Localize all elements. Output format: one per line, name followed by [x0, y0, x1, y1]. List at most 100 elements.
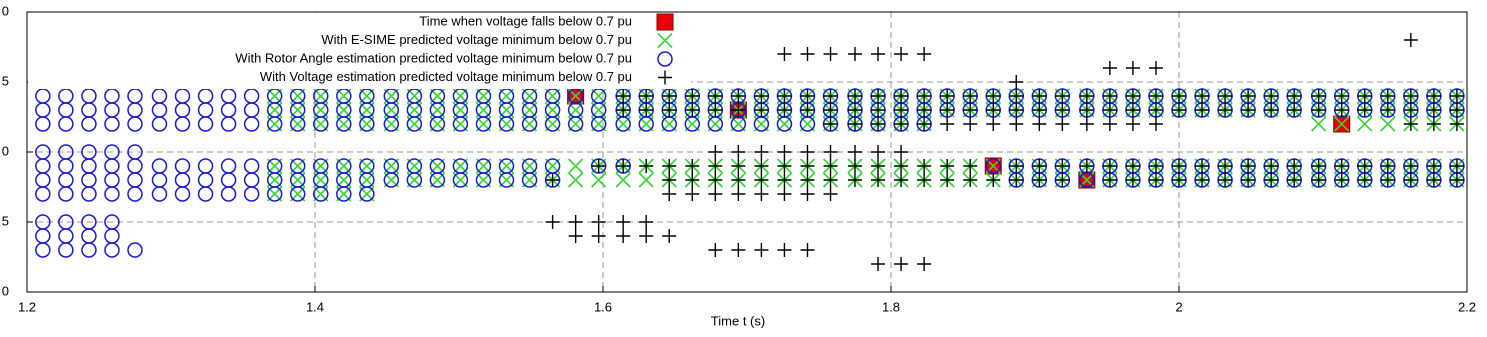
plus-marker — [1032, 117, 1047, 131]
plus-marker — [754, 103, 769, 117]
plus-marker — [1055, 89, 1070, 103]
plus-marker — [894, 89, 909, 103]
plus-marker — [823, 173, 838, 187]
plus-marker — [823, 159, 838, 173]
plus-marker — [731, 89, 746, 103]
circle-marker — [359, 116, 375, 132]
plus-marker — [1334, 159, 1349, 173]
plus-marker — [894, 173, 909, 187]
circle-marker — [174, 116, 191, 132]
plus-marker — [1148, 117, 1163, 131]
plus-marker — [1125, 89, 1140, 103]
plus-marker — [917, 117, 932, 131]
plus-marker — [963, 117, 978, 131]
cross-marker — [657, 32, 673, 49]
plus-marker — [1055, 117, 1070, 131]
plus-marker — [1311, 159, 1326, 173]
plus-marker — [1148, 61, 1163, 75]
plus-marker — [662, 89, 677, 103]
y-tick-label: 5 — [2, 73, 9, 88]
circle-marker — [104, 116, 120, 132]
plus-marker — [685, 89, 700, 103]
circle-marker — [197, 116, 214, 132]
cross-marker — [568, 172, 584, 188]
plus-marker — [1055, 173, 1070, 187]
plus-marker — [1079, 103, 1094, 117]
plus-marker — [1426, 173, 1441, 187]
plus-marker — [800, 145, 815, 159]
plus-marker — [1311, 103, 1326, 117]
plus-marker — [754, 173, 769, 187]
plus-marker — [1380, 89, 1395, 103]
plus-marker — [1009, 103, 1024, 117]
plus-marker — [800, 47, 815, 61]
plus-marker — [1426, 103, 1441, 117]
plus-marker — [1449, 159, 1464, 173]
plus-marker — [639, 89, 654, 103]
plus-marker — [777, 187, 792, 201]
plus-marker — [940, 159, 955, 173]
plus-marker — [1218, 159, 1233, 173]
x-tick-label: 1.4 — [306, 299, 324, 314]
plus-marker — [1032, 173, 1047, 187]
x-axis-label: Time t (s) — [711, 313, 765, 328]
plus-marker — [1311, 173, 1326, 187]
plus-marker — [1218, 89, 1233, 103]
plus-marker — [662, 229, 677, 243]
plus-marker — [800, 173, 815, 187]
circle-marker — [151, 116, 168, 132]
plus-marker — [1009, 159, 1024, 173]
x-tick-label: 1.2 — [18, 299, 36, 314]
plus-marker — [731, 145, 746, 159]
plus-marker — [1102, 159, 1117, 173]
x-tick-label: 2.2 — [1458, 299, 1476, 314]
plus-marker — [731, 187, 746, 201]
plus-marker — [1079, 159, 1094, 173]
circle-marker — [313, 116, 329, 132]
plus-marker — [1172, 173, 1186, 187]
circle-marker — [104, 186, 120, 202]
plus-marker — [616, 89, 631, 103]
circle-marker — [58, 116, 74, 132]
plus-marker — [1102, 61, 1117, 75]
plus-marker — [1195, 103, 1210, 117]
plus-marker — [568, 215, 583, 229]
legend-background — [28, 13, 691, 89]
plus-marker — [1125, 173, 1140, 187]
plus-marker — [1380, 173, 1395, 187]
circle-marker — [475, 172, 492, 188]
circle-marker — [567, 116, 584, 132]
legend-label: With Rotor Angle estimation predicted vo… — [235, 50, 632, 65]
plus-marker — [1172, 159, 1186, 173]
plus-marker — [1102, 103, 1117, 117]
plus-marker — [1102, 117, 1117, 131]
cross-marker — [1380, 116, 1396, 132]
plus-marker — [1125, 103, 1140, 117]
plus-marker — [848, 47, 862, 61]
plus-marker — [1102, 89, 1117, 103]
plus-marker — [731, 103, 746, 117]
x-tick-label: 1.8 — [882, 299, 900, 314]
plus-marker — [1449, 173, 1464, 187]
plus-marker — [1055, 159, 1070, 173]
plus-marker — [871, 47, 886, 61]
circle-marker — [313, 186, 329, 202]
plus-marker — [639, 215, 654, 229]
circle-marker — [127, 116, 143, 132]
plus-marker — [777, 47, 792, 61]
plus-marker — [823, 145, 838, 159]
circle-marker — [336, 186, 352, 202]
circle-marker — [406, 116, 423, 132]
circle-marker — [289, 116, 306, 132]
plus-marker — [1125, 117, 1140, 131]
circle-marker — [521, 116, 538, 132]
plus-marker — [1264, 173, 1279, 187]
plus-marker — [894, 117, 909, 131]
plus-marker — [1357, 89, 1372, 103]
y-tick-label: 5 — [2, 213, 9, 228]
circle-marker — [475, 116, 492, 132]
plus-marker — [777, 243, 792, 257]
plus-marker — [917, 159, 932, 173]
plus-marker — [662, 187, 677, 201]
plus-marker — [777, 89, 792, 103]
